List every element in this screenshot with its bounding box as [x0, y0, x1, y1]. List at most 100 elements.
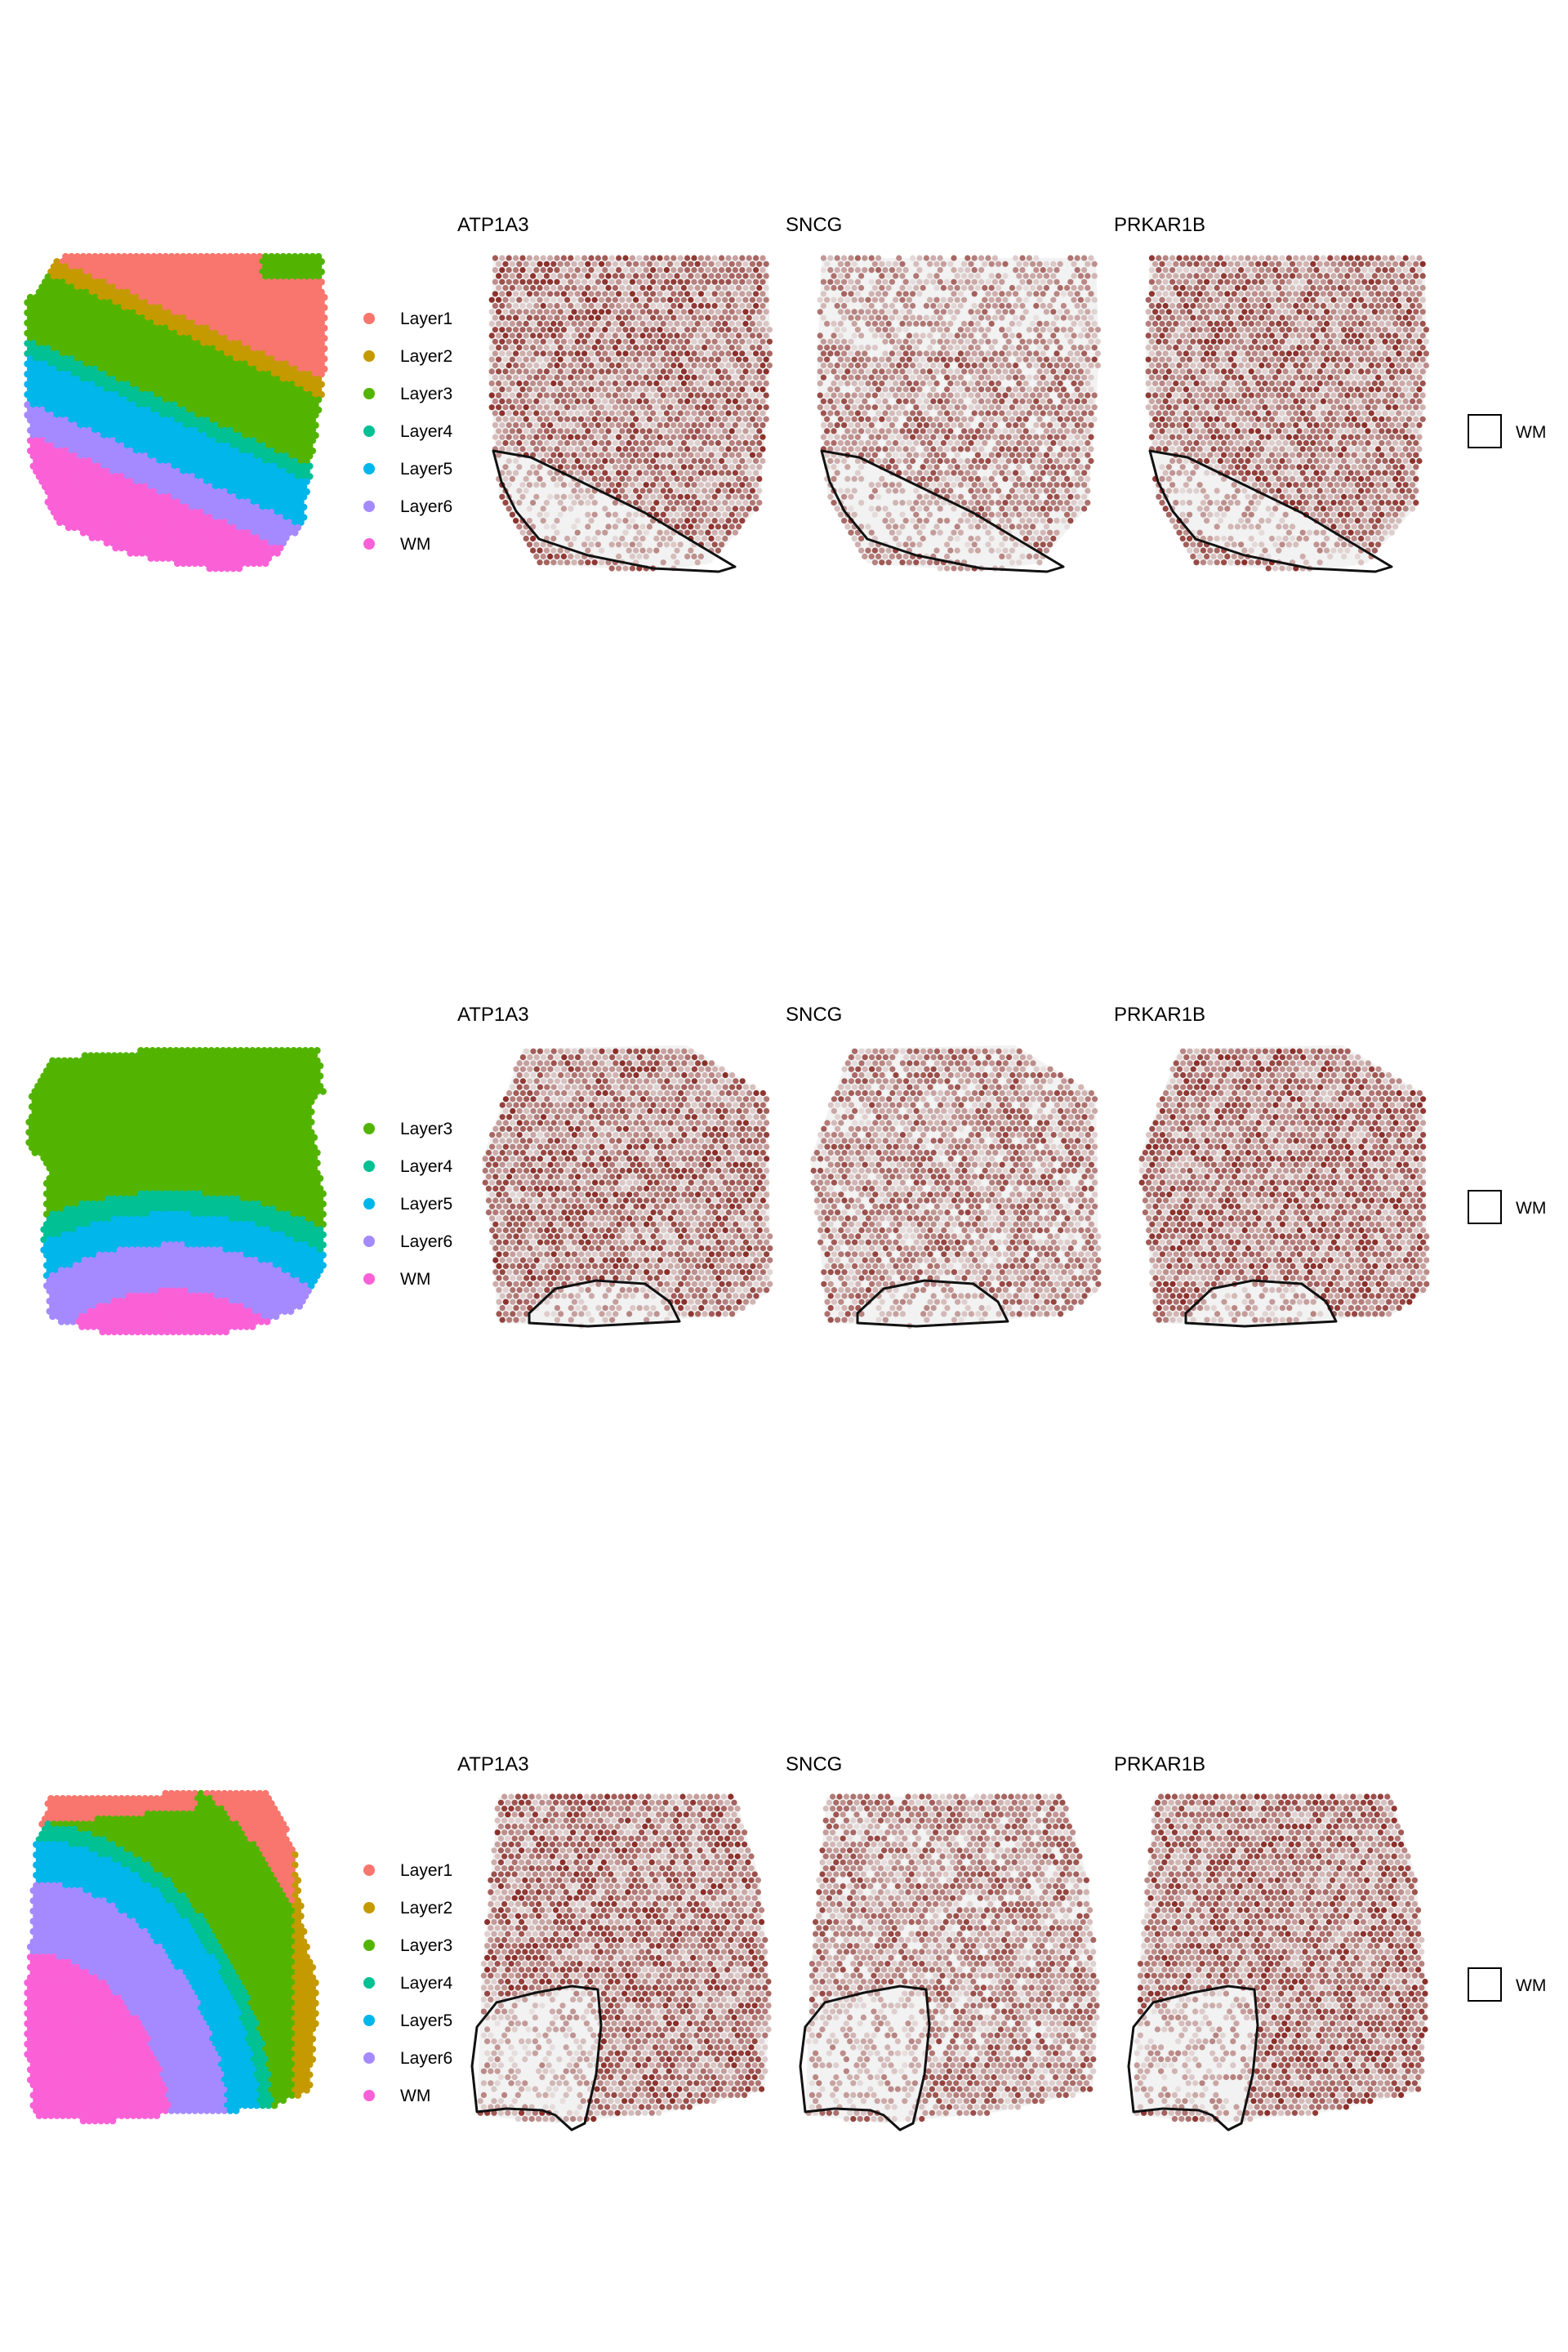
legend-swatch: [363, 2052, 375, 2064]
legend-item: Layer3: [363, 385, 452, 403]
outline-legend: WM: [1468, 414, 1546, 448]
legend-swatch: [363, 2090, 375, 2101]
legend-label: Layer2: [400, 1899, 452, 1918]
legend-item: Layer2: [363, 1899, 452, 1918]
legend-item: Layer5: [363, 460, 452, 479]
expression-spots: [1134, 1793, 1428, 2123]
legend-swatch: [363, 350, 375, 362]
legend-label: Layer6: [400, 2049, 452, 2068]
legend-label: Layer3: [400, 1120, 452, 1138]
gene-panel-atp1a3: ATP1A3: [457, 1004, 773, 1330]
wm-outline: [799, 1984, 931, 2132]
legend-swatch: [363, 2015, 375, 2026]
legend-label: Layer3: [400, 1936, 452, 1955]
gene-title: PRKAR1B: [1114, 1004, 1205, 1026]
outline-legend-label: WM: [1516, 1976, 1546, 1995]
legend-swatch: [363, 1902, 375, 1913]
legend-item: Layer6: [363, 2049, 452, 2068]
gene-title: ATP1A3: [457, 1753, 529, 1775]
legend-swatch: [363, 425, 375, 437]
outline-legend-key: [1468, 1190, 1502, 1224]
wm-outline: [470, 1984, 603, 2132]
legend-item: Layer5: [363, 2011, 452, 2030]
legend-swatch: [363, 1198, 375, 1209]
gene-title: SNCG: [786, 1004, 842, 1026]
legend-item: Layer1: [363, 310, 452, 328]
legend-swatch: [363, 1236, 375, 1247]
legend-item: WM: [363, 1270, 430, 1289]
gene-panel-prkar1b: PRKAR1B: [1114, 1753, 1428, 2132]
legend-swatch: [363, 1123, 375, 1134]
outline-legend-label: WM: [1516, 1199, 1546, 1218]
outline-legend: WM: [1468, 1967, 1546, 2002]
expression-spots: [1138, 1048, 1430, 1323]
legend-swatch: [363, 313, 375, 324]
outline-legend-key: [1468, 1967, 1502, 2002]
legend-item: Layer4: [363, 1157, 453, 1176]
legend-item: Layer3: [363, 1936, 452, 1955]
wm-outline: [1184, 1279, 1338, 1328]
legend-item: Layer4: [363, 1974, 453, 1993]
legend-label: WM: [400, 2087, 430, 2105]
legend-swatch: [363, 1864, 375, 1876]
legend-label: Layer5: [400, 1195, 452, 1214]
legend-swatch: [363, 388, 375, 399]
expression-spots: [1145, 255, 1429, 572]
legend-label: Layer4: [400, 1157, 453, 1176]
gene-panel-sncg: SNCG: [786, 1753, 1100, 2132]
wm-outline: [1127, 1984, 1259, 2132]
gene-panel-atp1a3: ATP1A3: [457, 1753, 772, 2132]
figure-row-3: Layer1 Layer2 Layer3 Layer4 Layer5 Layer6 WM AT…: [24, 1753, 1546, 2132]
legend-item: Layer2: [363, 347, 452, 366]
legend-swatch: [363, 463, 375, 474]
layer-map-panel: [25, 1047, 327, 1336]
figure-row-2: Layer3 Layer4 Layer5 Layer6 WM ATP1A3 SNCG PRKA…: [25, 1004, 1546, 1336]
figure-row-1: Layer1 Layer2 Layer3 Layer4 Layer5 Layer6 WM AT…: [24, 214, 1546, 573]
gene-title: SNCG: [786, 214, 842, 236]
gene-title: PRKAR1B: [1114, 1753, 1205, 1775]
legend-swatch: [363, 538, 375, 550]
legend-label: Layer5: [400, 460, 452, 479]
legend-item: Layer5: [363, 1195, 452, 1214]
expression-spots: [810, 1048, 1102, 1330]
legend-swatch: [363, 1977, 375, 1989]
expression-spots: [482, 1048, 773, 1330]
wm-outline: [856, 1279, 1009, 1328]
layer-legend: Layer1 Layer2 Layer3 Layer4 Layer5 Layer6 WM: [363, 1861, 453, 2105]
legend-label: Layer1: [400, 310, 452, 328]
outline-legend: WM: [1468, 1190, 1546, 1224]
legend-label: Layer2: [400, 347, 452, 366]
gene-panel-prkar1b: PRKAR1B: [1114, 1004, 1430, 1328]
expression-spots: [477, 1793, 772, 2123]
legend-label: Layer6: [400, 497, 452, 516]
legend-swatch: [363, 1160, 375, 1172]
wm-outline: [492, 449, 737, 573]
layer-legend: Layer1 Layer2 Layer3 Layer4 Layer5 Layer6 WM: [363, 310, 453, 554]
legend-swatch: [363, 1273, 375, 1285]
legend-item: Layer1: [363, 1861, 452, 1880]
layer-legend: Layer3 Layer4 Layer5 Layer6 WM: [363, 1120, 453, 1289]
wm-outline: [1148, 449, 1393, 573]
expression-spots: [488, 255, 773, 572]
legend-item: Layer4: [363, 422, 453, 441]
legend-label: Layer1: [400, 1861, 452, 1880]
legend-label: Layer5: [400, 2011, 452, 2030]
expression-spots: [817, 255, 1101, 572]
layer-map-panel: [24, 252, 328, 572]
gene-panel-sncg: SNCG: [786, 1004, 1102, 1330]
legend-swatch: [363, 501, 375, 512]
legend-label: WM: [400, 1270, 430, 1289]
wm-outline: [528, 1279, 681, 1328]
legend-label: Layer4: [400, 422, 453, 441]
legend-item: Layer3: [363, 1120, 452, 1138]
legend-item: Layer6: [363, 1232, 452, 1251]
gene-title: SNCG: [786, 1753, 842, 1775]
legend-label: WM: [400, 535, 430, 554]
legend-label: Layer3: [400, 385, 452, 403]
legend-swatch: [363, 1940, 375, 1951]
legend-item: WM: [363, 2087, 430, 2105]
gene-title: ATP1A3: [457, 214, 529, 236]
outline-legend-key: [1468, 414, 1502, 448]
gene-panel-prkar1b: PRKAR1B: [1114, 214, 1429, 573]
